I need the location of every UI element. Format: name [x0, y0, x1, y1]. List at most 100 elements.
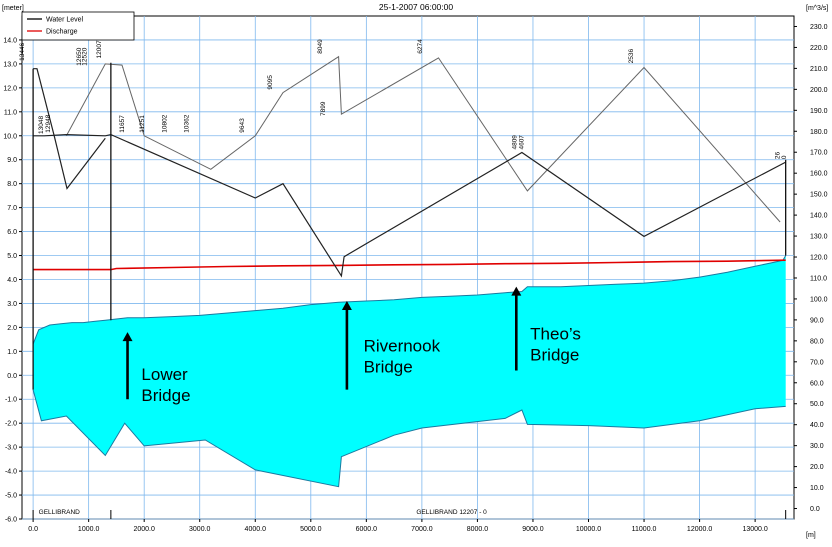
right-tick-label: 140.0 [810, 213, 828, 220]
chainage-label: 11657 [119, 115, 126, 133]
left-tick-label: 9.0 [7, 157, 17, 164]
grey-profile-line [65, 55, 781, 223]
right-tick-label: 80.0 [810, 338, 824, 345]
right-tick-label: 230.0 [810, 24, 828, 31]
chainage-label: 13048 [38, 115, 45, 133]
right-tick-label: 130.0 [810, 234, 828, 241]
left-bank-line [33, 68, 106, 190]
x-tick-label: 5000.0 [300, 526, 322, 533]
left-tick-label: 0.0 [7, 373, 17, 380]
right-tick-label: 110.0 [810, 275, 827, 282]
x-tick-label: 0.0 [28, 526, 38, 533]
right-tick-label: 60.0 [810, 380, 824, 387]
right-tick-label: 190.0 [810, 108, 828, 115]
left-tick-label: 3.0 [7, 301, 17, 308]
chart-title: 25-1-2007 06:00:00 [379, 2, 453, 12]
x-tick-label: 7000.0 [411, 526, 433, 533]
legend-label: Discharge [46, 29, 78, 36]
left-tick-label: 1.0 [7, 349, 17, 356]
right-tick-label: 10.0 [810, 485, 824, 492]
left-tick-label: 12.0 [3, 85, 17, 92]
left-tick-label: -6.0 [5, 517, 17, 524]
chainage-label: 10802 [161, 114, 168, 132]
left-tick-label: 5.0 [7, 253, 17, 260]
x-tick-label: 9000.0 [522, 526, 544, 533]
right-tick-label: 220.0 [810, 45, 828, 52]
x-tick-label: 8000.0 [467, 526, 489, 533]
left-tick-label: 2.0 [7, 325, 17, 332]
left-tick-label: -3.0 [5, 445, 17, 452]
right-tick-label: 70.0 [810, 359, 824, 366]
chainage-label: 2536 [628, 48, 635, 63]
chainage-label: 9643 [239, 118, 246, 133]
right-tick-label: 170.0 [810, 150, 828, 157]
annotation-label: Lower [141, 365, 188, 384]
x-axis-label: [m] [806, 532, 816, 539]
left-axis: -6.0 -5.0 -4.0 -3.0 -2.0 -1.0 0.0 1.0 2.0 3.0 4.0 5… [3, 37, 22, 524]
x-tick-label: 11000.0 [632, 526, 657, 533]
dark-profile-line [33, 133, 786, 278]
chainage-label: 4607 [519, 135, 526, 150]
left-tick-label: -2.0 [5, 421, 17, 428]
chainage-label: 11251 [139, 115, 146, 133]
chainage-label: 13446 [19, 42, 26, 60]
right-tick-label: 100.0 [810, 296, 828, 303]
annotation-label: Rivernook [364, 336, 441, 355]
left-tick-label: -4.0 [5, 469, 17, 476]
right-tick-label: 150.0 [810, 192, 828, 199]
annotation-label: Theo’s [530, 324, 581, 343]
right-tick-label: 30.0 [810, 443, 824, 450]
right-axis: 0.0 10.0 20.0 30.0 40.0 50.0 60.0 70.0 80.0 90.0 1… [794, 24, 828, 513]
x-tick-label: 4000.0 [245, 526, 267, 533]
chainage-label: 6274 [417, 39, 424, 54]
left-tick-label: -5.0 [5, 493, 17, 500]
annotation-label: Bridge [530, 345, 579, 364]
chainage-label: 0 [781, 155, 788, 159]
right-tick-label: 20.0 [810, 464, 824, 471]
chainage-label: 4809 [511, 135, 518, 150]
discharge-line [33, 259, 786, 271]
x-tick-label: 2000.0 [133, 526, 155, 533]
x-tick-label: 6000.0 [356, 526, 378, 533]
left-tick-label: 11.0 [4, 109, 17, 116]
chart-legend: Water Level Discharge [21, 11, 135, 41]
left-tick-label: 6.0 [7, 229, 17, 236]
left-tick-label: 7.0 [7, 205, 17, 212]
legend-label: Water Level [46, 17, 84, 24]
annotation-label: Bridge [364, 357, 413, 376]
chainage-label: 12650 [76, 47, 83, 65]
annotation-arrowhead [341, 301, 352, 311]
right-tick-label: 160.0 [810, 171, 828, 178]
annotation-label: Bridge [141, 386, 190, 405]
annotation-arrowhead [511, 286, 522, 296]
chainage-label: 12007 [96, 40, 103, 58]
chainage-label: 9095 [267, 75, 274, 90]
chainage-label: 10362 [184, 114, 191, 132]
chainage-label: 8049 [317, 39, 324, 54]
water-surface-line [32, 255, 787, 345]
chainage-label: 7899 [320, 101, 327, 116]
left-tick-label: 13.0 [3, 61, 17, 68]
right-tick-label: 40.0 [810, 422, 824, 429]
chainage-label: 26 [775, 151, 782, 159]
legend-box [21, 11, 135, 41]
right-tick-label: 120.0 [810, 255, 828, 262]
x-tick-label: 12000.0 [687, 526, 712, 533]
left-tick-label: 10.0 [3, 133, 17, 140]
right-tick-label: 50.0 [810, 401, 824, 408]
right-tick-label: 210.0 [810, 66, 828, 73]
x-tick-label: 10000.0 [576, 526, 601, 533]
annotation-arrowhead [122, 332, 133, 342]
branch-label: GELLIBRAND [39, 509, 80, 516]
left-tick-label: -1.0 [5, 397, 17, 404]
right-axis-label: [m^3/s] [806, 5, 828, 12]
left-axis-label: [meter] [2, 5, 24, 12]
bed-level-line [32, 389, 786, 488]
left-tick-label: 14.0 [3, 37, 17, 44]
left-tick-label: 8.0 [7, 181, 17, 188]
right-tick-label: 180.0 [810, 129, 828, 136]
right-tick-label: 90.0 [810, 317, 824, 324]
left-tick-label: 4.0 [7, 277, 17, 284]
